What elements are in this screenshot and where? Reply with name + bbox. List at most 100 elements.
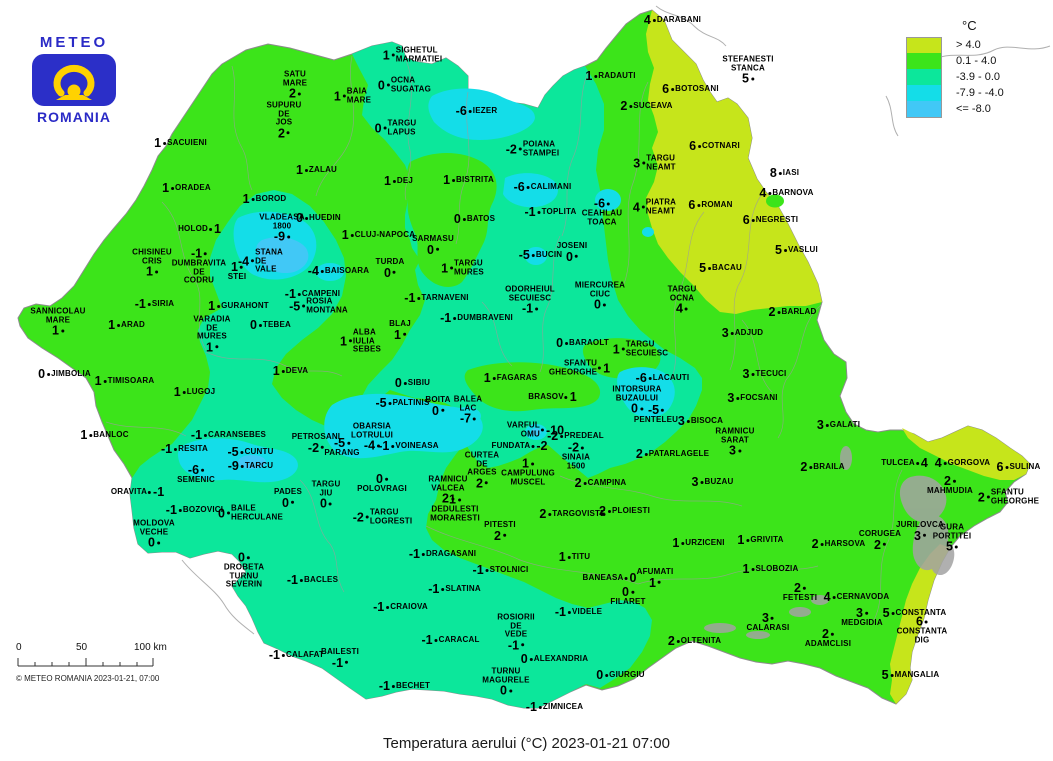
station-temperature: -1	[440, 311, 452, 325]
station-toplita: -1 TOPLITA	[523, 206, 576, 219]
station-name: CONSTANTA DIG	[896, 626, 948, 644]
station-temperature: 6	[689, 139, 697, 153]
station-varadia: VARADIA DE MURES 1	[193, 315, 230, 353]
station-dot	[535, 307, 539, 310]
station-sinaia: -2 SINAIA 1500	[562, 441, 590, 471]
station-temperature: -1	[153, 485, 165, 499]
station-temperature: -6	[187, 462, 200, 477]
station-zalau: 1 ZALAU	[295, 164, 337, 177]
legend-item-3: -7.9 - -4.0	[906, 85, 1051, 101]
station-temperature: -6	[635, 371, 647, 385]
station-temperature: -1	[525, 700, 537, 714]
station-batos: 0 BATOS	[453, 213, 495, 226]
station-dot	[402, 332, 406, 336]
station-name: FAGARAS	[496, 372, 538, 382]
station-dot	[697, 203, 701, 207]
station-name: SARMASU	[412, 233, 454, 243]
station-value-row: 0	[621, 586, 635, 598]
station-name: STEI	[227, 271, 247, 281]
station-temperature: 0	[384, 265, 391, 280]
station-temperature: 1	[154, 136, 162, 150]
station-ramnicu: RAMNICU VALCEA 2	[428, 475, 467, 505]
station-dot	[281, 369, 285, 373]
station-temperature: -1	[134, 297, 146, 311]
station-temperature: 2	[768, 305, 776, 319]
station-temperature: 2	[539, 507, 547, 521]
station-temperature: 2	[598, 504, 606, 518]
station-temperature: -1	[165, 503, 177, 517]
legend-item-0: > 4.0	[906, 36, 1051, 54]
station-dot	[174, 447, 178, 451]
copyright-text: © METEO ROMANIA 2023-01-21, 07:00	[16, 674, 160, 683]
station-name: STEFANESTI STANCA	[722, 54, 774, 72]
station-oltenita: 2 OLTENITA	[667, 635, 721, 648]
station-temperature: 3	[914, 528, 921, 543]
station-intorsura: INTORSURA BUZAULUI 0	[612, 385, 661, 416]
station-temperature: 1	[569, 390, 577, 404]
station-name: TEBEA	[262, 319, 292, 329]
station-dot	[540, 428, 544, 432]
station-temperature: -1	[408, 547, 420, 561]
station-value-row: 2	[288, 87, 302, 100]
station-name: PENTELEU	[633, 414, 679, 424]
station-name: BOITA	[425, 394, 451, 404]
station-name: PIATRA NEAMT	[645, 197, 677, 215]
station-dot	[321, 445, 325, 449]
cyan-lacauti	[617, 367, 675, 418]
station-name: LUGOJ	[186, 386, 216, 396]
station-temperature: -1	[507, 637, 520, 652]
station-temperature: 0	[631, 401, 638, 416]
station-brasov: BRASOV 1	[528, 390, 577, 404]
station-calafat: -1 CALAFAT	[268, 649, 324, 662]
station-dot	[226, 511, 230, 515]
station-name: CHISINEU CRIS	[132, 247, 172, 265]
station-value-row: 5	[945, 539, 959, 554]
cyan-tarcu-semenic	[177, 438, 298, 483]
station-sarmasu: SARMASU 0	[412, 233, 454, 255]
legend-title: °C	[962, 18, 977, 33]
station-dot	[598, 366, 602, 370]
station-dot	[751, 372, 755, 376]
station-oradea: 1 ORADEA	[161, 182, 211, 195]
station-temperature: -1	[331, 655, 344, 670]
station-dot	[204, 433, 208, 437]
station-temperature: -5	[518, 248, 530, 262]
station-name: GORGOVA	[947, 457, 991, 467]
station-dot	[574, 254, 578, 258]
station-name: ARAD	[121, 319, 145, 329]
station-gorgova: 4 GORGOVA	[934, 457, 991, 470]
station-dot	[768, 191, 772, 195]
station-dot	[384, 477, 388, 481]
station-temperature: 1	[394, 327, 401, 342]
station-dot	[297, 92, 301, 95]
station-dot	[320, 269, 324, 273]
station-temperature: 4	[920, 456, 928, 470]
station-dot	[521, 643, 525, 647]
station-name: CUNTU	[244, 446, 274, 456]
station-temperature: 0	[148, 535, 155, 550]
station-bucin: -5 BUCIN	[518, 248, 562, 262]
station-value-row: 1	[648, 576, 662, 589]
station-temperature: 5	[946, 539, 953, 554]
station-stefanesti: STEFANESTI STANCA 5	[722, 54, 774, 85]
station-harsova: 2 HARSOVA	[811, 538, 866, 551]
station-value-row: -1	[190, 247, 208, 260]
station-value-row: 0	[281, 496, 295, 509]
station-dot	[492, 376, 496, 380]
station-roman: 6 ROMAN	[687, 199, 732, 212]
station-dot	[388, 401, 392, 405]
station-dot	[746, 538, 750, 542]
station-temperature: -2	[505, 142, 517, 156]
station-value-row: 2	[493, 529, 507, 542]
station-dot	[737, 449, 741, 452]
station-dot	[348, 339, 352, 343]
station-tecuci: 3 TECUCI	[742, 368, 787, 381]
station-temperature: 1	[382, 48, 390, 62]
station-temperature: 1	[742, 562, 750, 576]
station-name: PARANG	[324, 447, 360, 457]
station-value-row: 0	[147, 535, 161, 550]
station-dot	[392, 684, 396, 688]
station-jurilovca: JURILOVCA 3	[896, 520, 944, 543]
station-tulcea: TULCEA 4	[881, 456, 929, 470]
station-focsani: 3 FOCSANI	[726, 392, 777, 405]
